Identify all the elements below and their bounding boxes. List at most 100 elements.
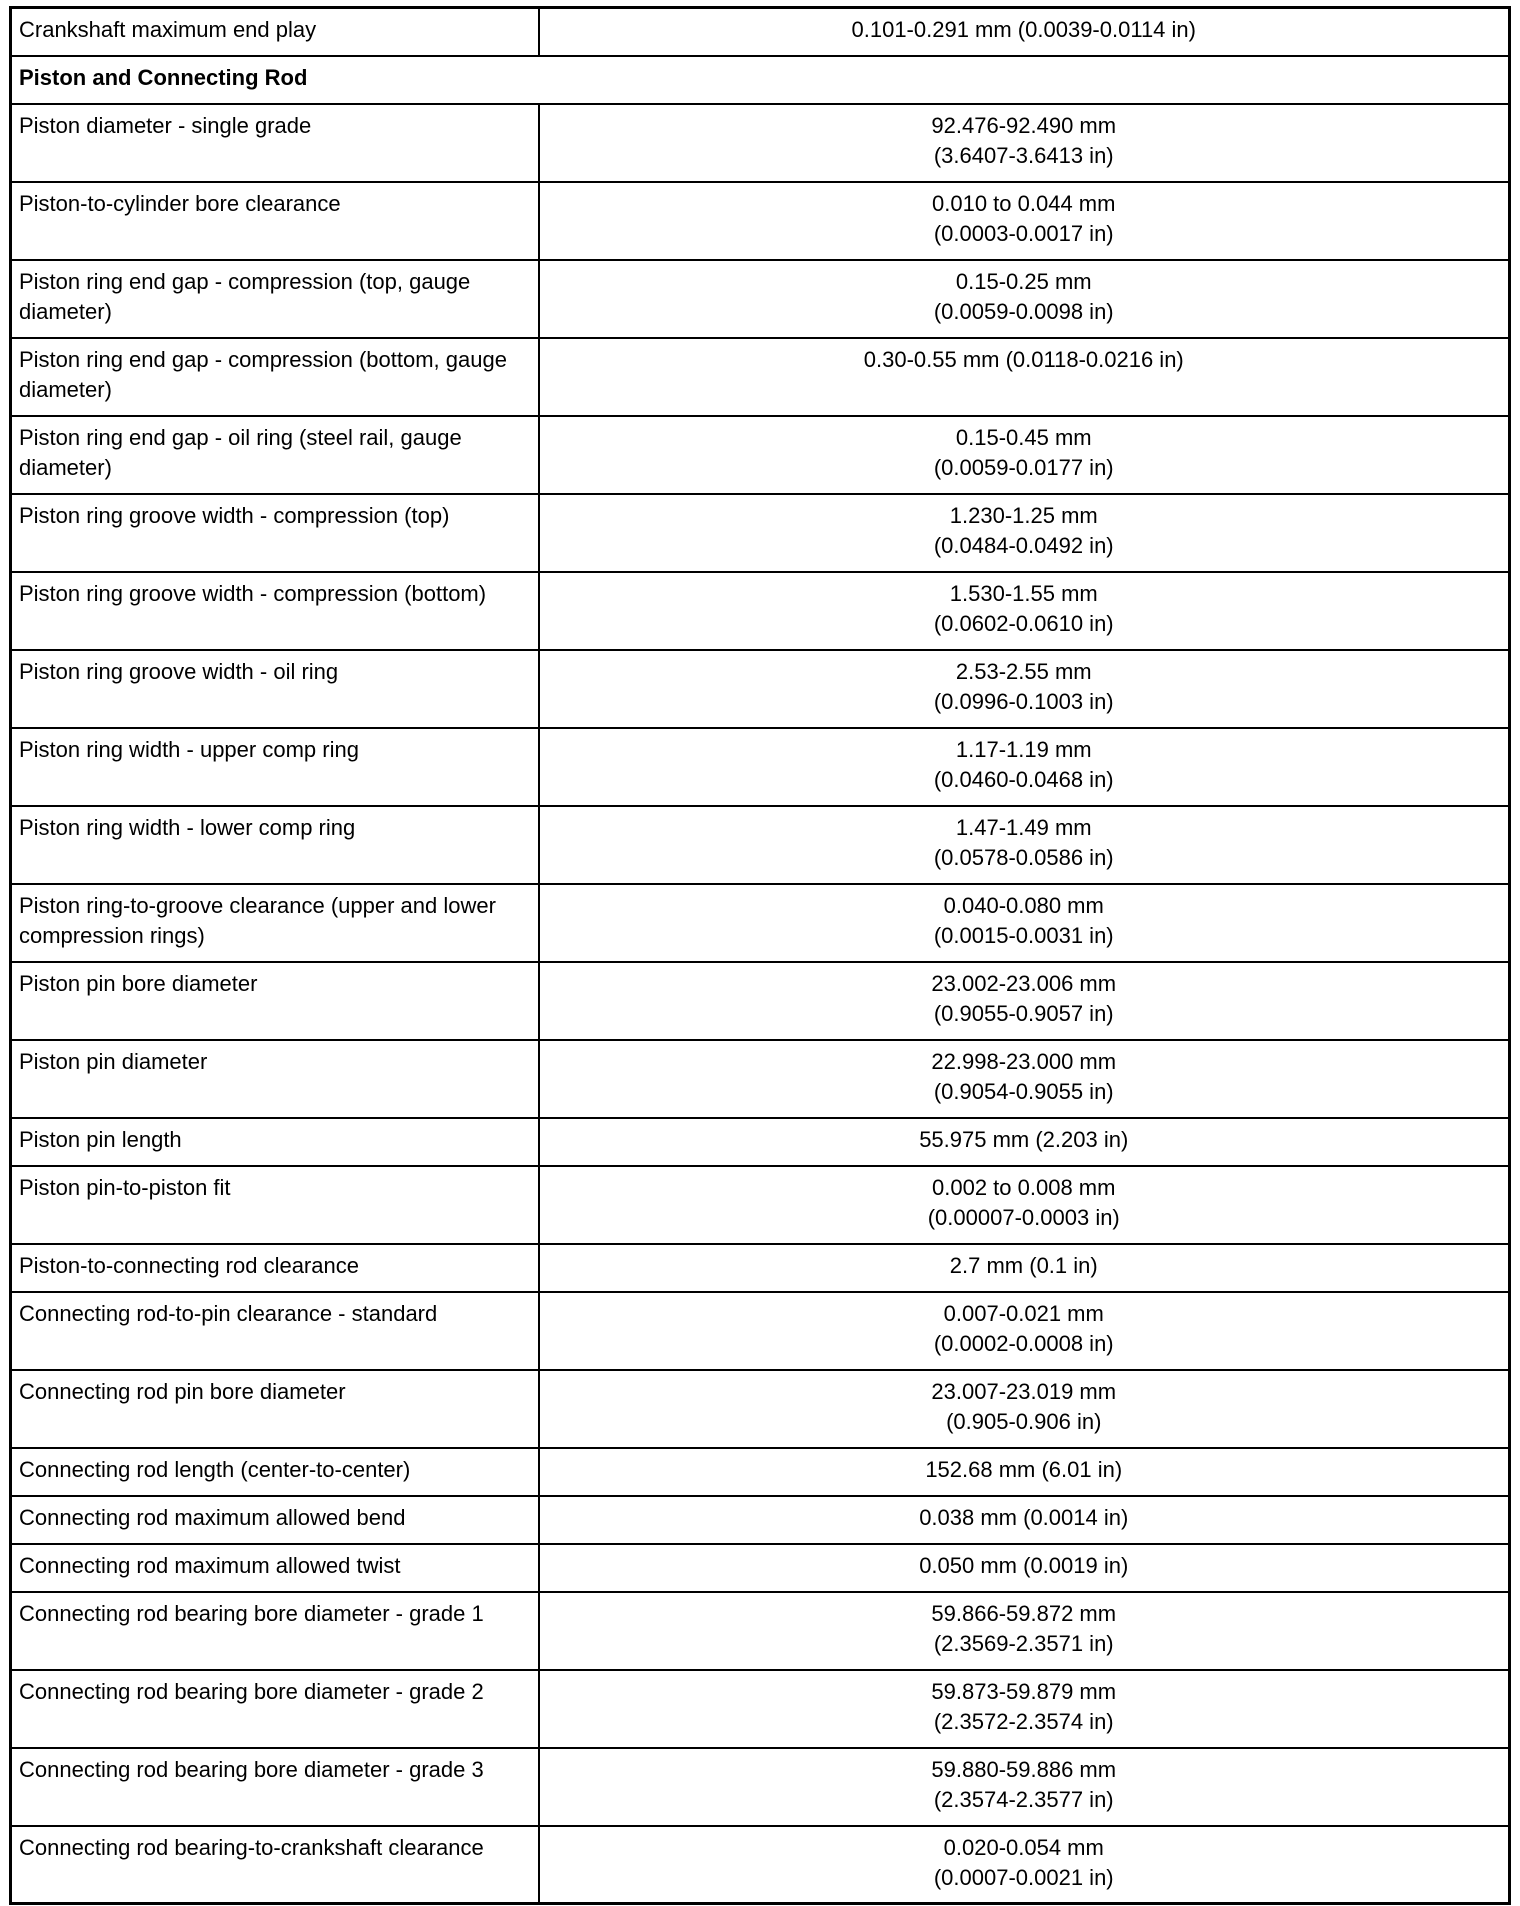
table-row: Piston ring groove width - oil ring 2.53-… <box>9 648 1511 729</box>
spec-value-line: (2.3572-2.3574 in) <box>933 1708 1114 1734</box>
spec-value-line: 59.873-59.879 mm <box>931 1678 1117 1704</box>
spec-value-line: (0.0602-0.0610 in) <box>933 610 1114 636</box>
spec-value-line: (0.9054-0.9055 in) <box>933 1078 1114 1104</box>
spec-value-line: 2.53-2.55 mm <box>955 658 1092 684</box>
table-row: Piston ring width - upper comp ring 1.17-… <box>9 726 1511 807</box>
spec-value-line: 0.15-0.25 mm <box>955 268 1092 294</box>
table-row: Crankshaft maximum end play 0.101-0.291 m… <box>9 6 1511 57</box>
spec-name: Connecting rod bearing bore diameter - g… <box>9 1590 540 1671</box>
specifications-table-body: Crankshaft maximum end play 0.101-0.291 m… <box>9 6 1511 1905</box>
spec-value-line: 0.050 mm (0.0019 in) <box>919 1552 1129 1578</box>
table-row: Piston pin-to-piston fit 0.002 to 0.008 m… <box>9 1164 1511 1245</box>
spec-value: 0.010 to 0.044 mm (0.0003-0.0017 in) <box>537 180 1511 261</box>
spec-value: 0.15-0.45 mm (0.0059-0.0177 in) <box>537 414 1511 495</box>
spec-value: 55.975 mm (2.203 in) <box>537 1116 1511 1167</box>
spec-value-line: 92.476-92.490 mm <box>931 112 1117 138</box>
table-row: Connecting rod length (center-to-center)… <box>9 1446 1511 1497</box>
spec-value-line: 1.230-1.25 mm <box>949 502 1098 528</box>
spec-name: Piston pin diameter <box>9 1038 540 1119</box>
spec-value-line: (0.0015-0.0031 in) <box>933 922 1114 948</box>
table-row: Piston ring groove width - compression (… <box>9 570 1511 651</box>
spec-value-line: (0.0002-0.0008 in) <box>933 1330 1114 1356</box>
spec-value-line: 0.15-0.45 mm <box>955 424 1092 450</box>
spec-name: Piston pin-to-piston fit <box>9 1164 540 1245</box>
table-row: Connecting rod-to-pin clearance - standa… <box>9 1290 1511 1371</box>
spec-value-line: 2.7 mm (0.1 in) <box>949 1252 1098 1278</box>
table-row: Piston ring-to-groove clearance (upper a… <box>9 882 1511 963</box>
table-row: Connecting rod pin bore diameter 23.007-2… <box>9 1368 1511 1449</box>
spec-name: Piston ring end gap - oil ring (steel ra… <box>9 414 540 495</box>
spec-name: Piston pin length <box>9 1116 540 1167</box>
spec-value: 1.230-1.25 mm (0.0484-0.0492 in) <box>537 492 1511 573</box>
table-row: Piston ring end gap - compression (botto… <box>9 336 1511 417</box>
spec-value-line: 0.020-0.054 mm <box>943 1834 1104 1860</box>
spec-value: 0.002 to 0.008 mm (0.00007-0.0003 in) <box>537 1164 1511 1245</box>
spec-value-line: (0.0578-0.0586 in) <box>933 844 1114 870</box>
spec-value: 2.7 mm (0.1 in) <box>537 1242 1511 1293</box>
spec-name: Connecting rod pin bore diameter <box>9 1368 540 1449</box>
table-row: Connecting rod bearing bore diameter - g… <box>9 1746 1511 1827</box>
table-row: Piston-to-cylinder bore clearance 0.010 t… <box>9 180 1511 261</box>
specifications-table: Crankshaft maximum end play 0.101-0.291 m… <box>9 6 1511 1905</box>
spec-value-line: (0.0484-0.0492 in) <box>933 532 1114 558</box>
spec-name: Piston ring groove width - compression (… <box>9 570 540 651</box>
spec-name: Piston ring width - lower comp ring <box>9 804 540 885</box>
spec-value-line: 0.002 to 0.008 mm <box>932 1174 1116 1200</box>
table-row: Piston ring width - lower comp ring 1.47-… <box>9 804 1511 885</box>
spec-value-line: 59.880-59.886 mm <box>931 1756 1117 1782</box>
spec-name: Piston-to-connecting rod clearance <box>9 1242 540 1293</box>
spec-value-line: 0.040-0.080 mm <box>943 892 1104 918</box>
spec-value: 23.007-23.019 mm (0.905-0.906 in) <box>537 1368 1511 1449</box>
spec-value-line: 23.002-23.006 mm <box>931 970 1117 996</box>
spec-value-line: (0.9055-0.9057 in) <box>933 1000 1114 1026</box>
spec-value-line: (0.0059-0.0177 in) <box>933 454 1114 480</box>
spec-value: 1.17-1.19 mm (0.0460-0.0468 in) <box>537 726 1511 807</box>
table-row: Piston pin bore diameter 23.002-23.006 mm… <box>9 960 1511 1041</box>
table-row: Connecting rod bearing bore diameter - g… <box>9 1668 1511 1749</box>
table-row: Piston-to-connecting rod clearance 2.7 mm… <box>9 1242 1511 1293</box>
spec-value-line: 1.47-1.49 mm <box>955 814 1092 840</box>
spec-value-line: 22.998-23.000 mm <box>931 1048 1117 1074</box>
spec-value-line: 152.68 mm (6.01 in) <box>925 1456 1123 1482</box>
table-row: Piston pin diameter 22.998-23.000 mm (0.90… <box>9 1038 1511 1119</box>
spec-value-line: 1.17-1.19 mm <box>955 736 1092 762</box>
spec-value-line: 0.101-0.291 mm (0.0039-0.0114 in) <box>851 17 1196 42</box>
spec-value: 0.30-0.55 mm (0.0118-0.0216 in) <box>537 336 1511 417</box>
spec-name: Connecting rod-to-pin clearance - standa… <box>9 1290 540 1371</box>
spec-value-line: (0.0996-0.1003 in) <box>933 688 1114 714</box>
spec-name: Piston ring groove width - oil ring <box>9 648 540 729</box>
spec-name: Piston pin bore diameter <box>9 960 540 1041</box>
spec-value: 0.020-0.054 mm (0.0007-0.0021 in) <box>537 1824 1511 1905</box>
table-row: Piston diameter - single grade 92.476-92.… <box>9 102 1511 183</box>
spec-value-line: 0.30-0.55 mm (0.0118-0.0216 in) <box>863 346 1184 372</box>
spec-value: 0.050 mm (0.0019 in) <box>537 1542 1511 1593</box>
spec-name: Piston-to-cylinder bore clearance <box>9 180 540 261</box>
spec-name: Connecting rod maximum allowed bend <box>9 1494 540 1545</box>
spec-value: 59.866-59.872 mm (2.3569-2.3571 in) <box>537 1590 1511 1671</box>
spec-name: Piston ring groove width - compression (… <box>9 492 540 573</box>
table-row: Piston ring end gap - compression (top, … <box>9 258 1511 339</box>
spec-value-line: 23.007-23.019 mm <box>931 1378 1117 1404</box>
spec-value-line: 1.530-1.55 mm <box>949 580 1098 606</box>
section-title: Piston and Connecting Rod <box>9 54 1511 105</box>
table-row: Connecting rod bearing bore diameter - g… <box>9 1590 1511 1671</box>
spec-value-line: (0.0059-0.0098 in) <box>933 298 1114 324</box>
spec-name: Crankshaft maximum end play <box>9 6 540 57</box>
spec-value: 2.53-2.55 mm (0.0996-0.1003 in) <box>537 648 1511 729</box>
spec-value-line: (0.0007-0.0021 in) <box>933 1864 1114 1890</box>
spec-value-line: (0.00007-0.0003 in) <box>927 1204 1120 1230</box>
spec-value: 0.040-0.080 mm (0.0015-0.0031 in) <box>537 882 1511 963</box>
spec-value-line: 59.866-59.872 mm <box>931 1600 1117 1626</box>
spec-value: 23.002-23.006 mm (0.9055-0.9057 in) <box>537 960 1511 1041</box>
spec-name: Piston ring end gap - compression (botto… <box>9 336 540 417</box>
spec-value: 0.007-0.021 mm (0.0002-0.0008 in) <box>537 1290 1511 1371</box>
spec-name: Connecting rod bearing-to-crankshaft cle… <box>9 1824 540 1905</box>
spec-value-line: (2.3569-2.3571 in) <box>933 1630 1114 1656</box>
table-row: Connecting rod maximum allowed bend 0.038… <box>9 1494 1511 1545</box>
table-row: Piston ring groove width - compression (… <box>9 492 1511 573</box>
spec-value-line: (0.0003-0.0017 in) <box>933 220 1114 246</box>
spec-value: 59.873-59.879 mm (2.3572-2.3574 in) <box>537 1668 1511 1749</box>
spec-value: 1.47-1.49 mm (0.0578-0.0586 in) <box>537 804 1511 885</box>
spec-name: Connecting rod bearing bore diameter - g… <box>9 1668 540 1749</box>
spec-value-line: (0.0460-0.0468 in) <box>933 766 1114 792</box>
